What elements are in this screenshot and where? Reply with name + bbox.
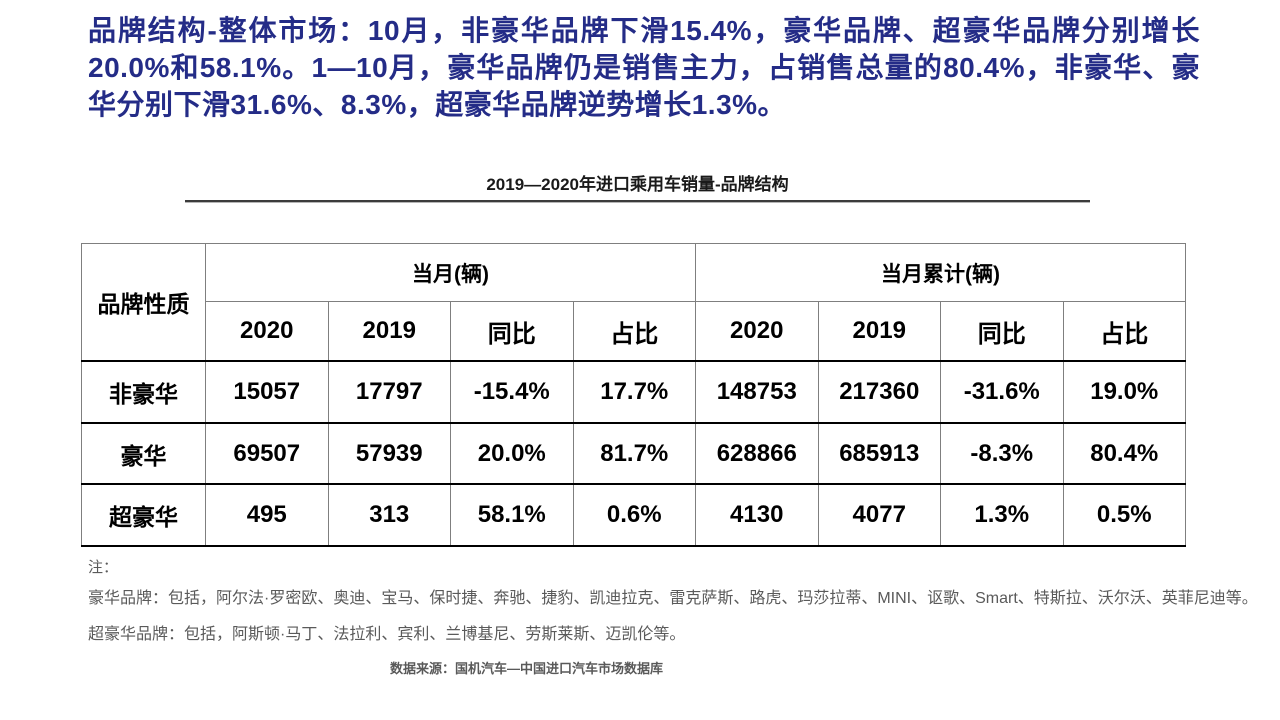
data-cell: -31.6%: [940, 360, 1064, 424]
data-cell: 19.0%: [1062, 360, 1186, 424]
table-container: 品牌性质 当月(辆) 当月累计(辆) 2020 2019 同比 占比 2020 …: [81, 243, 1186, 547]
headline: 品牌结构-整体市场：10月，非豪华品牌下滑15.4%，豪华品牌、超豪华品牌分别增…: [88, 15, 1200, 120]
data-cell: 1.3%: [940, 483, 1064, 547]
data-cell: 80.4%: [1062, 422, 1186, 485]
sub-header-2020-cum: 2020: [695, 301, 819, 362]
data-source: 数据来源：国机汽车—中国进口汽车市场数据库: [390, 661, 664, 676]
data-cell: 0.5%: [1062, 483, 1186, 547]
data-cell: 628866: [695, 422, 819, 485]
sub-header-2019-month: 2019: [327, 301, 451, 362]
table-row-luxury: 豪华 69507 57939 20.0% 81.7% 628866 685913…: [81, 422, 1186, 485]
data-cell: 17797: [327, 360, 451, 424]
group-header-cumulative: 当月累计(辆): [695, 243, 1186, 302]
title-underline: [185, 200, 1090, 203]
data-cell: 15057: [205, 360, 329, 424]
col-header-brand-type: 品牌性质: [81, 243, 206, 362]
sub-header-2020-month: 2020: [205, 301, 329, 362]
data-cell: 81.7%: [572, 422, 696, 485]
sub-header-share-cum: 占比: [1062, 301, 1186, 362]
table-row-super-luxury: 超豪华 495 313 58.1% 0.6% 4130 4077 1.3% 0.…: [81, 483, 1186, 547]
data-cell: 685913: [817, 422, 941, 485]
data-cell: 4130: [695, 483, 819, 547]
sub-header-2019-cum: 2019: [817, 301, 941, 362]
data-cell: 57939: [327, 422, 451, 485]
data-cell: 217360: [817, 360, 941, 424]
data-cell: 20.0%: [450, 422, 574, 485]
note-luxury-brands: 豪华品牌：包括，阿尔法·罗密欧、奥迪、宝马、保时捷、奔驰、捷豹、凯迪拉克、雷克萨…: [88, 590, 1258, 607]
table-title: 2019—2020年进口乘用车销量-品牌结构: [486, 175, 789, 194]
data-cell: 148753: [695, 360, 819, 424]
data-cell: 58.1%: [450, 483, 574, 547]
data-cell: 0.6%: [572, 483, 696, 547]
notes-label: 注：: [88, 559, 119, 576]
data-cell: -8.3%: [940, 422, 1064, 485]
sub-header-yoy-cum: 同比: [940, 301, 1064, 362]
data-cell: 69507: [205, 422, 329, 485]
table-row-non-luxury: 非豪华 15057 17797 -15.4% 17.7% 148753 2173…: [81, 360, 1186, 424]
data-cell: -15.4%: [450, 360, 574, 424]
sub-header-yoy-month: 同比: [450, 301, 574, 362]
row-label: 豪华: [81, 422, 206, 485]
sub-header-share-month: 占比: [572, 301, 696, 362]
data-cell: 4077: [817, 483, 941, 547]
row-label: 超豪华: [81, 483, 206, 547]
data-cell: 313: [327, 483, 451, 547]
brand-structure-table: 品牌性质 当月(辆) 当月累计(辆) 2020 2019 同比 占比 2020 …: [81, 243, 1186, 547]
data-cell: 17.7%: [572, 360, 696, 424]
row-label: 非豪华: [81, 360, 206, 424]
group-header-monthly: 当月(辆): [205, 243, 696, 302]
data-cell: 495: [205, 483, 329, 547]
note-super-luxury-brands: 超豪华品牌：包括，阿斯顿·马丁、法拉利、宾利、兰博基尼、劳斯莱斯、迈凯伦等。: [88, 626, 686, 643]
